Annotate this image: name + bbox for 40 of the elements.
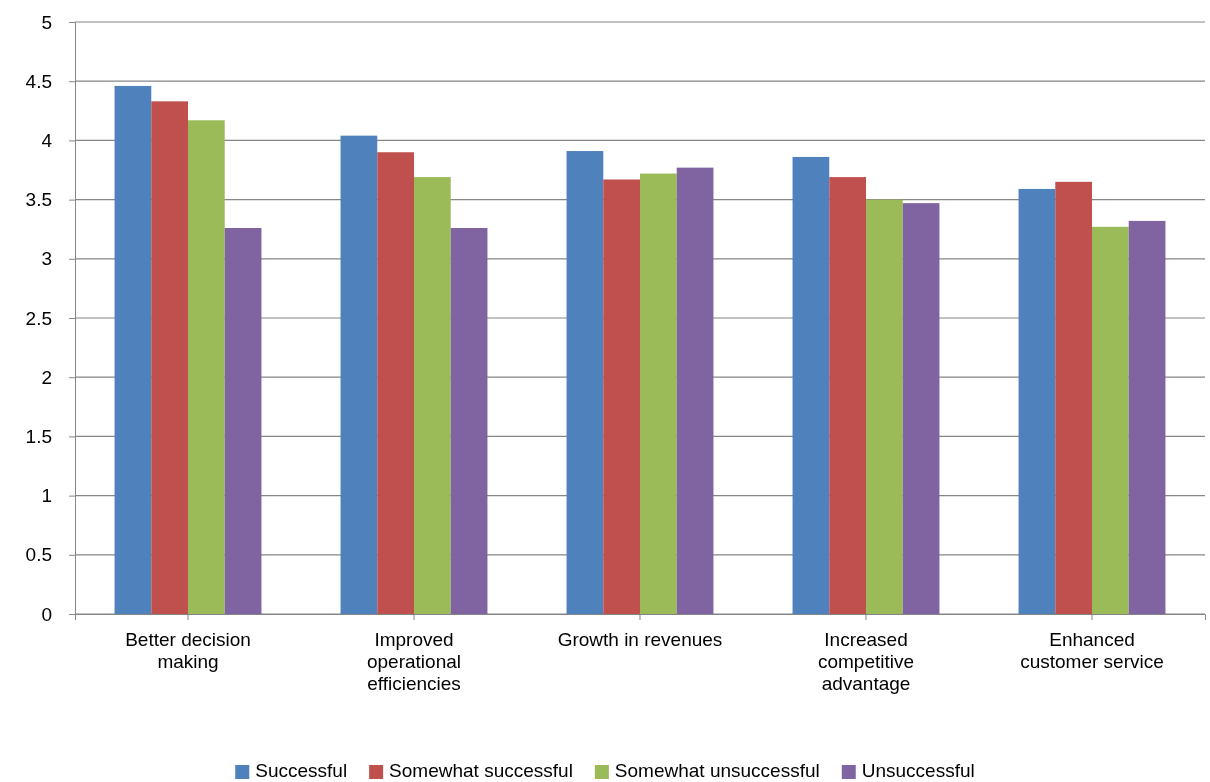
- legend-label: Unsuccessful: [861, 760, 975, 781]
- bar: [902, 203, 940, 614]
- x-tick-label: Growth in revenues: [557, 628, 723, 650]
- bar: [676, 167, 714, 614]
- bar: [188, 120, 225, 614]
- bar: [114, 85, 152, 614]
- y-tick-label: 0.5: [25, 544, 52, 566]
- y-tick-label: 3: [41, 248, 52, 270]
- bar: [377, 152, 414, 614]
- y-tick-label: 4: [41, 129, 53, 151]
- bar: [640, 173, 677, 614]
- y-tick-label: 1: [41, 485, 52, 507]
- bar: [866, 199, 903, 614]
- bar: [414, 177, 451, 614]
- bar: [792, 156, 830, 614]
- bar: [603, 179, 640, 614]
- bar: [1092, 226, 1129, 614]
- bar: [1018, 188, 1056, 614]
- x-tick-label: Increased competitive advantage: [817, 628, 915, 694]
- bar: [224, 228, 262, 614]
- x-tick-label: Better decision making: [125, 628, 251, 672]
- y-tick-label: 4.5: [25, 70, 52, 92]
- legend-label: Somewhat unsuccessful: [614, 760, 820, 781]
- y-tick-label: 5: [41, 11, 52, 33]
- y-tick-label: 2: [41, 366, 52, 388]
- y-tick-label: 2.5: [25, 307, 52, 329]
- bar: [450, 228, 488, 614]
- bar: [566, 151, 604, 614]
- bar: [340, 135, 378, 614]
- bar: [1055, 181, 1092, 614]
- y-tick-label: 3.5: [25, 189, 52, 211]
- bar: [151, 101, 188, 614]
- bar: [1128, 220, 1166, 614]
- x-tick-label: Improved operational efficiencies: [366, 628, 462, 694]
- bar: [829, 177, 866, 614]
- x-tick-label: Enhanced customer service: [1020, 628, 1164, 672]
- legend-label: Successful: [255, 760, 348, 781]
- y-tick-label: 1.5: [25, 425, 52, 447]
- y-tick-label: 0: [41, 603, 52, 625]
- legend-label: Somewhat successful: [389, 760, 573, 781]
